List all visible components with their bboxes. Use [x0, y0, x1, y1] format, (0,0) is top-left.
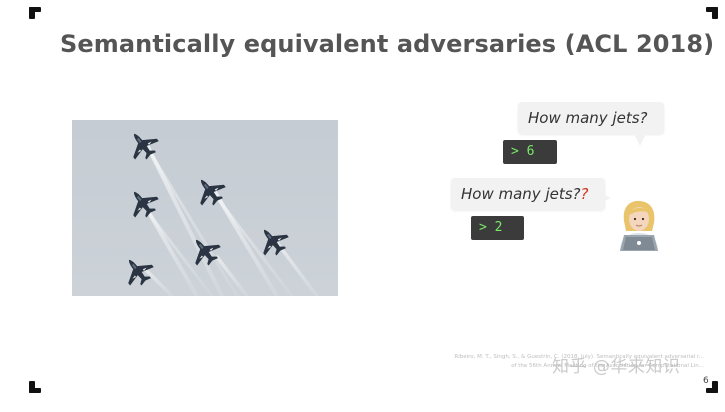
- citation: Ribeiro, M. T., Singh, S., & Guestrin, C…: [266, 353, 704, 371]
- citation-line-1: Ribeiro, M. T., Singh, S., & Guestrin, C…: [454, 354, 704, 360]
- watermark: 知乎 @华来知识: [552, 357, 681, 377]
- jets-photo: [72, 120, 338, 296]
- slide-title: Semantically equivalent adversaries (ACL…: [60, 30, 715, 58]
- citation-line-2: of the 56th Annual Meeting of the Associ…: [511, 363, 704, 369]
- person-with-laptop-icon: [620, 200, 658, 251]
- smoke-trails: [142, 145, 319, 296]
- page-number: 6: [703, 376, 709, 386]
- bubble-tail: [634, 134, 646, 146]
- added-question-mark: ?: [580, 185, 589, 203]
- terminal-answer-original: > 6: [503, 140, 557, 164]
- frame-corner-bottom-right: [706, 381, 718, 393]
- frame-corner-top-left: [29, 7, 41, 19]
- frame-corner-top-right: [706, 7, 718, 19]
- frame-corner-bottom-left: [29, 381, 41, 393]
- question-text: How many jets?: [528, 109, 648, 127]
- speech-bubble-adversarial-question: How many jets??: [451, 178, 611, 210]
- bubble-tail: [599, 192, 611, 204]
- question-text: How many jets?: [461, 185, 581, 203]
- terminal-answer-adversarial: > 2: [471, 216, 524, 240]
- speech-bubble-original-question: How many jets?: [518, 102, 664, 146]
